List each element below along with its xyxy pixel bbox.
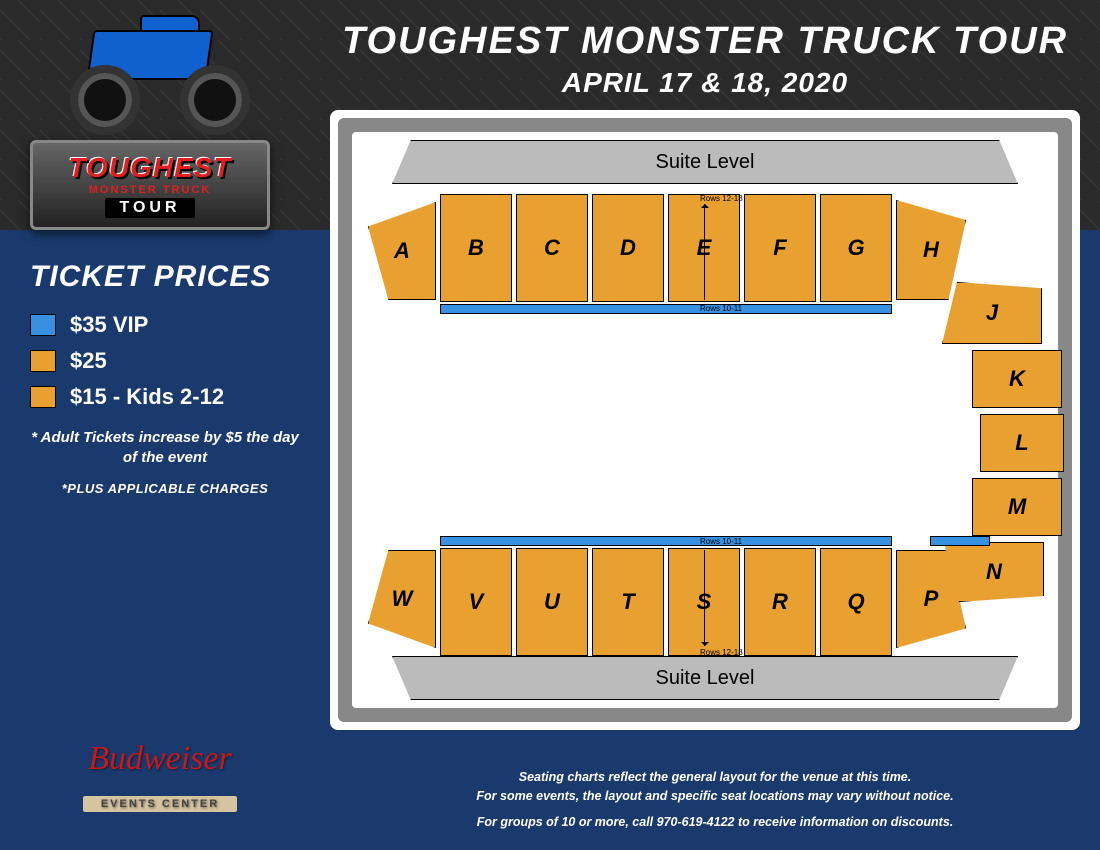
price-swatch [30, 350, 56, 372]
vip-strip-1 [440, 536, 892, 546]
price-swatch [30, 314, 56, 336]
section-W: W [368, 550, 436, 648]
price-label: $15 - Kids 2-12 [70, 384, 224, 410]
seating-chart: Suite Level Suite Level ABCDEFGHWVUTSRQP… [330, 110, 1080, 730]
price-swatch [30, 386, 56, 408]
tour-badge: TOUGHEST MONSTER TRUCK TOUR [30, 140, 270, 230]
price-label: $25 [70, 348, 107, 374]
event-title-block: TOUGHEST MONSTER TRUCK TOUR APRIL 17 & 1… [340, 20, 1070, 99]
section-F: F [744, 194, 816, 302]
section-U: U [516, 548, 588, 656]
price-tier-2: $15 - Kids 2-12 [30, 384, 300, 410]
venue-name: Budweiser [60, 740, 260, 778]
price-tier-1: $25 [30, 348, 300, 374]
tour-logo: TOUGHEST MONSTER TRUCK TOUR [20, 10, 280, 230]
section-A: A [368, 202, 436, 300]
section-K: K [972, 350, 1062, 408]
suite-level-bottom: Suite Level [392, 656, 1018, 700]
section-B: B [440, 194, 512, 302]
suite-level-top: Suite Level [392, 140, 1018, 184]
section-Q: Q [820, 548, 892, 656]
price-tier-0: $35 VIP [30, 312, 300, 338]
section-G: G [820, 194, 892, 302]
section-R: R [744, 548, 816, 656]
section-J: J [942, 282, 1042, 344]
row-arrow-bottom [704, 550, 705, 646]
vip-strip-0 [440, 304, 892, 314]
badge-line2: MONSTER TRUCK [89, 184, 212, 196]
venue-logo: Budweiser EVENTS CENTER [60, 740, 260, 820]
arena-outline: Suite Level Suite Level ABCDEFGHWVUTSRQP… [338, 118, 1072, 722]
section-V: V [440, 548, 512, 656]
section-M: M [972, 478, 1062, 536]
event-date: APRIL 17 & 18, 2020 [340, 67, 1070, 99]
section-T: T [592, 548, 664, 656]
section-H: H [896, 200, 966, 300]
price-note-2: *PLUS APPLICABLE CHARGES [30, 481, 300, 496]
ticket-prices: TICKET PRICES $35 VIP$25$15 - Kids 2-12 … [30, 260, 300, 496]
footer-line3: For groups of 10 or more, call 970-619-4… [360, 813, 1070, 832]
arena-inner: Suite Level Suite Level ABCDEFGHWVUTSRQP… [352, 132, 1058, 708]
venue-sub: EVENTS CENTER [83, 796, 237, 812]
row-arrow-top [704, 204, 705, 300]
badge-line1: TOUGHEST [68, 152, 231, 184]
section-L: L [980, 414, 1064, 472]
badge-line3: TOUR [105, 198, 194, 218]
section-N: N [944, 542, 1044, 602]
vip-strip-2 [930, 536, 990, 546]
price-note-1: * Adult Tickets increase by $5 the day o… [30, 428, 300, 467]
row-label-2: Rows 10-11 [700, 537, 742, 546]
section-C: C [516, 194, 588, 302]
price-label: $35 VIP [70, 312, 148, 338]
prices-heading: TICKET PRICES [30, 260, 300, 294]
footer-line1: Seating charts reflect the general layou… [360, 768, 1070, 787]
event-title: TOUGHEST MONSTER TRUCK TOUR [340, 20, 1070, 63]
row-label-1: Rows 10-11 [700, 304, 742, 313]
footer-disclaimer: Seating charts reflect the general layou… [360, 768, 1070, 832]
truck-graphic [50, 10, 250, 130]
section-D: D [592, 194, 664, 302]
footer-line2: For some events, the layout and specific… [360, 787, 1070, 806]
